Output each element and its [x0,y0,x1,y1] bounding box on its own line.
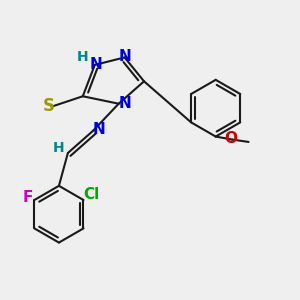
Text: N: N [93,122,106,137]
Text: S: S [43,97,55,115]
Text: N: N [119,96,132,111]
Text: H: H [53,141,65,154]
Text: O: O [225,131,238,146]
Text: F: F [22,190,33,205]
Text: N: N [90,56,103,71]
Text: N: N [118,49,131,64]
Text: Cl: Cl [83,187,99,202]
Text: H: H [77,50,88,64]
